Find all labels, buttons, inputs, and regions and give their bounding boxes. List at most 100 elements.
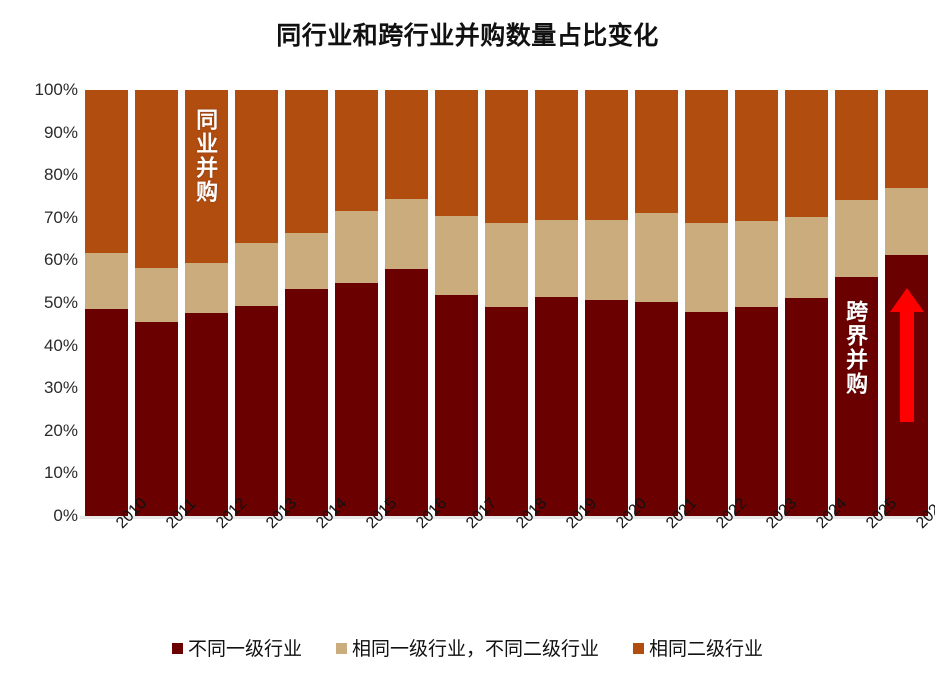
bar-segment[interactable]: [85, 253, 128, 309]
bar-segment[interactable]: [235, 305, 278, 516]
bar-segment[interactable]: [735, 220, 778, 307]
bar-segment[interactable]: [585, 90, 628, 220]
bar-segment[interactable]: [235, 243, 278, 306]
bar-segment[interactable]: [735, 90, 778, 221]
bar-segment[interactable]: [785, 298, 828, 516]
bar-2015[interactable]: [335, 90, 378, 516]
bar-segment[interactable]: [635, 90, 678, 213]
x-axis-tick: 2011: [163, 496, 199, 533]
bar-segment[interactable]: [535, 219, 578, 297]
bar-segment[interactable]: [435, 216, 478, 295]
bar-segment[interactable]: [785, 217, 828, 299]
bar-segment[interactable]: [235, 90, 278, 244]
bar-segment[interactable]: [135, 268, 178, 323]
bar-segment[interactable]: [185, 313, 228, 516]
bar-segment[interactable]: [285, 288, 328, 516]
bar-2018[interactable]: [485, 90, 528, 516]
bar-2020[interactable]: [585, 90, 628, 516]
x-axis-tick: 2018: [513, 495, 550, 533]
x-axis-tick: 2010: [113, 495, 150, 533]
bar-segment[interactable]: [835, 199, 878, 277]
bar-segment[interactable]: [285, 232, 328, 289]
bar-segment[interactable]: [385, 90, 428, 199]
plot-area: [85, 90, 928, 516]
bar-segment[interactable]: [685, 222, 728, 312]
bar-segment[interactable]: [585, 219, 628, 301]
bar-segment[interactable]: [535, 90, 578, 220]
legend-label: 相同二级行业: [649, 639, 764, 660]
bar-2014[interactable]: [285, 90, 328, 516]
bar-segment[interactable]: [335, 211, 378, 284]
legend-item[interactable]: 相同二级行业: [633, 634, 763, 661]
bar-segment[interactable]: [335, 90, 378, 212]
bar-segment[interactable]: [485, 222, 528, 307]
x-axis-tick: 2024: [813, 495, 850, 533]
annotation-same-industry: 同业并购: [193, 108, 219, 204]
bar-2022[interactable]: [685, 90, 728, 516]
bar-segment[interactable]: [585, 300, 628, 516]
bar-segment[interactable]: [635, 301, 678, 516]
y-axis-tick: 50%: [43, 293, 78, 312]
legend-item[interactable]: 相同一级行业，不同二级行业: [335, 634, 599, 661]
y-axis-tick: 40%: [43, 335, 78, 355]
bar-segment[interactable]: [385, 198, 428, 269]
x-axis-tick: 2015: [363, 495, 400, 533]
x-axis-tick: 2020: [613, 495, 650, 533]
bar-2016[interactable]: [385, 90, 428, 516]
bar-segment[interactable]: [385, 268, 428, 516]
bar-segment[interactable]: [85, 90, 128, 254]
bar-segment[interactable]: [685, 90, 728, 223]
bar-2021[interactable]: [635, 90, 678, 516]
bar-segment[interactable]: [885, 90, 928, 188]
bar-segment[interactable]: [335, 283, 378, 516]
x-axis-baseline: [80, 516, 930, 519]
bar-segment[interactable]: [135, 90, 178, 269]
annotation-cross-industry: 跨界并购: [843, 300, 869, 396]
up-arrow-icon: [889, 288, 924, 422]
bar-segment[interactable]: [535, 296, 578, 516]
bar-segment[interactable]: [835, 276, 878, 516]
bar-segment[interactable]: [785, 90, 828, 218]
bar-segment[interactable]: [685, 311, 728, 516]
y-axis-tick: 60%: [43, 250, 78, 270]
bar-segment[interactable]: [485, 90, 528, 223]
legend-swatch-icon: [171, 643, 183, 654]
y-axis-tick: 10%: [43, 463, 78, 483]
legend-swatch-icon: [335, 643, 347, 654]
bar-2019[interactable]: [535, 90, 578, 516]
legend-label: 相同一级行业，不同二级行业: [351, 639, 599, 660]
bar-segment[interactable]: [485, 306, 528, 516]
bar-segment[interactable]: [635, 212, 678, 302]
y-axis-tick: 90%: [43, 122, 78, 142]
bar-2024[interactable]: [785, 90, 828, 516]
x-axis-tick: 2017: [463, 495, 500, 533]
legend-swatch-icon: [633, 643, 644, 654]
bar-2013[interactable]: [235, 90, 278, 516]
bar-segment[interactable]: [435, 90, 478, 217]
bar-2023[interactable]: [735, 90, 778, 516]
bar-2010[interactable]: [85, 90, 128, 516]
legend-item[interactable]: 不同一级行业: [171, 634, 302, 661]
bar-segment[interactable]: [285, 90, 328, 233]
bar-segment[interactable]: [735, 306, 778, 516]
y-axis-tick: 20%: [43, 420, 78, 440]
bar-segment[interactable]: [85, 308, 128, 516]
bar-2025[interactable]: [835, 90, 878, 516]
bar-segment[interactable]: [435, 294, 478, 516]
y-axis-tick: 80%: [43, 165, 78, 185]
bar-2017[interactable]: [435, 90, 478, 516]
legend: 不同一级行业 相同一级行业，不同二级行业 相同二级行业: [0, 634, 935, 661]
y-axis-tick: 100%: [34, 80, 78, 99]
bar-segment[interactable]: [185, 262, 228, 314]
bar-segment[interactable]: [135, 322, 178, 516]
bar-segment[interactable]: [885, 188, 928, 255]
y-axis-tick: 30%: [43, 378, 78, 398]
y-axis-tick: 0%: [53, 506, 78, 525]
bar-2012[interactable]: [185, 90, 228, 516]
y-axis: 0% 10% 20% 30% 40% 50% 60% 70% 80% 90% 100%: [0, 0, 78, 682]
page-title: 同行业和跨行业并购数量占比变化: [276, 22, 659, 50]
bar-2011[interactable]: [135, 90, 178, 516]
x-axis-tick: 2022: [713, 495, 750, 533]
bar-segment[interactable]: [835, 90, 878, 200]
bar-segment[interactable]: [185, 90, 228, 263]
